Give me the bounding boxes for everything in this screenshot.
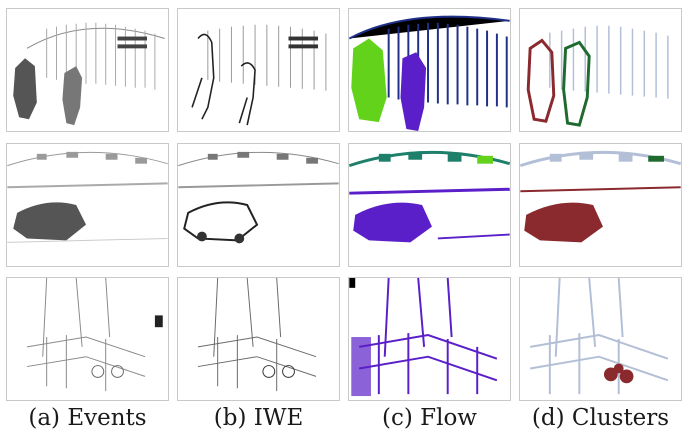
iwe-image-pedestrians [191,24,327,126]
flow-image-car [349,150,510,243]
panel-clusters-row2 [519,143,682,267]
events-image-car [7,151,168,243]
panel-iwe-row1 [177,8,340,132]
events-image-pedestrians [13,22,165,126]
panel-events-row2 [6,143,169,267]
clusters-image-building [529,278,669,395]
panel-clusters-row3 [519,277,682,401]
caption-clusters: (d) Clusters [531,405,670,431]
iwe-image-car [178,151,339,244]
panel-iwe-row3 [177,277,340,401]
caption-events: (a) Events [28,405,147,431]
panel-events-row1 [6,8,169,132]
flow-image-building [349,278,498,397]
clusters-image-pedestrians [526,25,669,127]
caption-flow: (c) Flow [382,405,477,431]
panel-flow-row2 [348,143,511,267]
panel-iwe-row2 [177,143,340,267]
clusters-image-car [520,150,681,243]
events-image-building [26,278,163,392]
panel-flow-row3 [348,277,511,401]
panel-flow-row1 [348,8,511,132]
caption-iwe: (b) IWE [213,405,304,431]
flow-image-pedestrians [349,15,510,131]
panel-clusters-row1 [519,8,682,132]
panel-events-row3 [6,277,169,401]
iwe-image-building [197,278,317,392]
